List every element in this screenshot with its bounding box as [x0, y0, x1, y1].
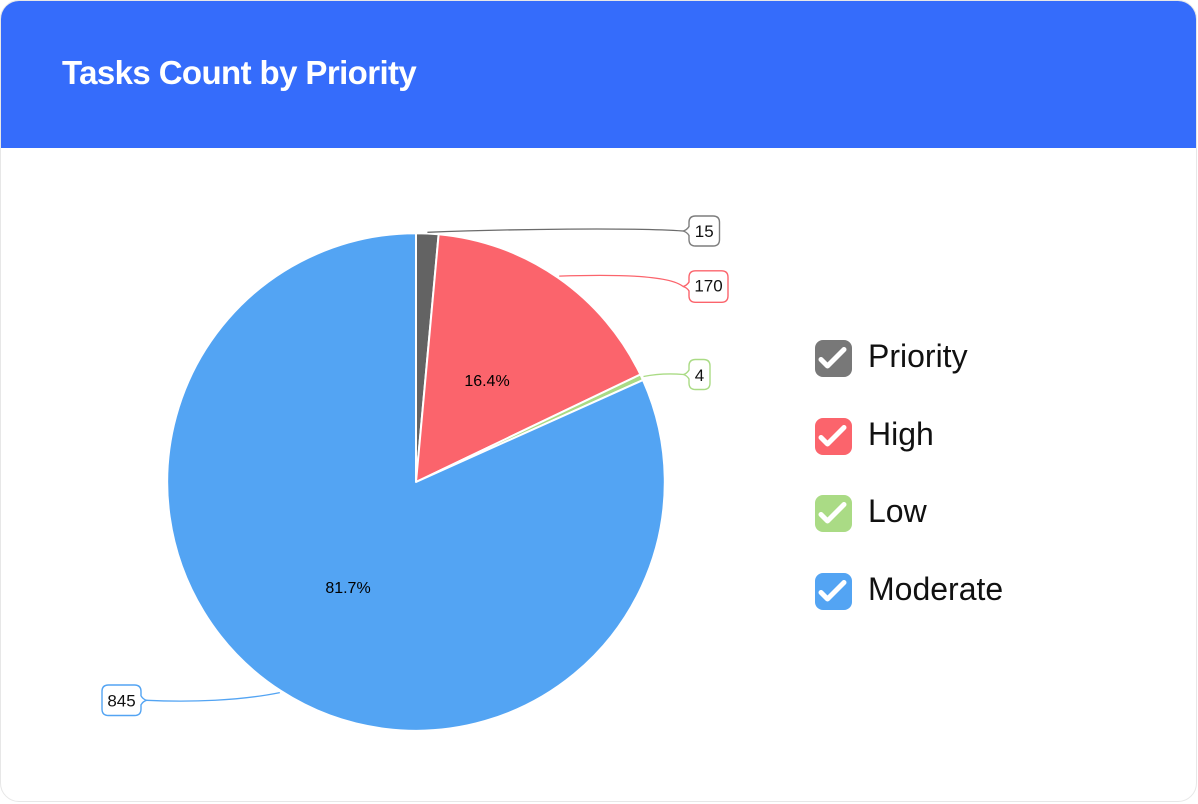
svg-text:81.7%: 81.7% — [325, 580, 370, 597]
svg-text:4: 4 — [695, 366, 704, 385]
svg-text:15: 15 — [695, 222, 714, 241]
svg-text:16.4%: 16.4% — [464, 373, 509, 390]
svg-text:170: 170 — [694, 277, 722, 296]
svg-text:845: 845 — [107, 692, 135, 711]
